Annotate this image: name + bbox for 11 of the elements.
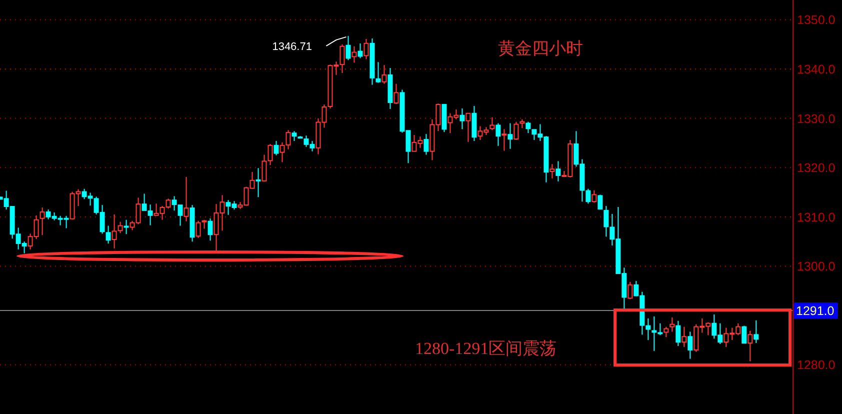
- y-tick-label: 1310.0: [797, 210, 836, 224]
- y-tick-label: 1280.0: [797, 358, 836, 372]
- y-tick-label: 1350.0: [797, 13, 836, 28]
- y-tick-label: 1320.0: [797, 161, 836, 176]
- ref-line-label: 1291.0: [796, 304, 834, 318]
- text: 黄金四小时: [498, 39, 583, 58]
- annotation: 1346.71: [272, 40, 312, 53]
- annotation: 1280-1291区间震荡: [415, 339, 557, 358]
- y-tick-label: 1300.0: [797, 260, 836, 274]
- y-tick-label: 1340.0: [797, 62, 836, 76]
- y-tick-label: 1330.0: [797, 112, 836, 126]
